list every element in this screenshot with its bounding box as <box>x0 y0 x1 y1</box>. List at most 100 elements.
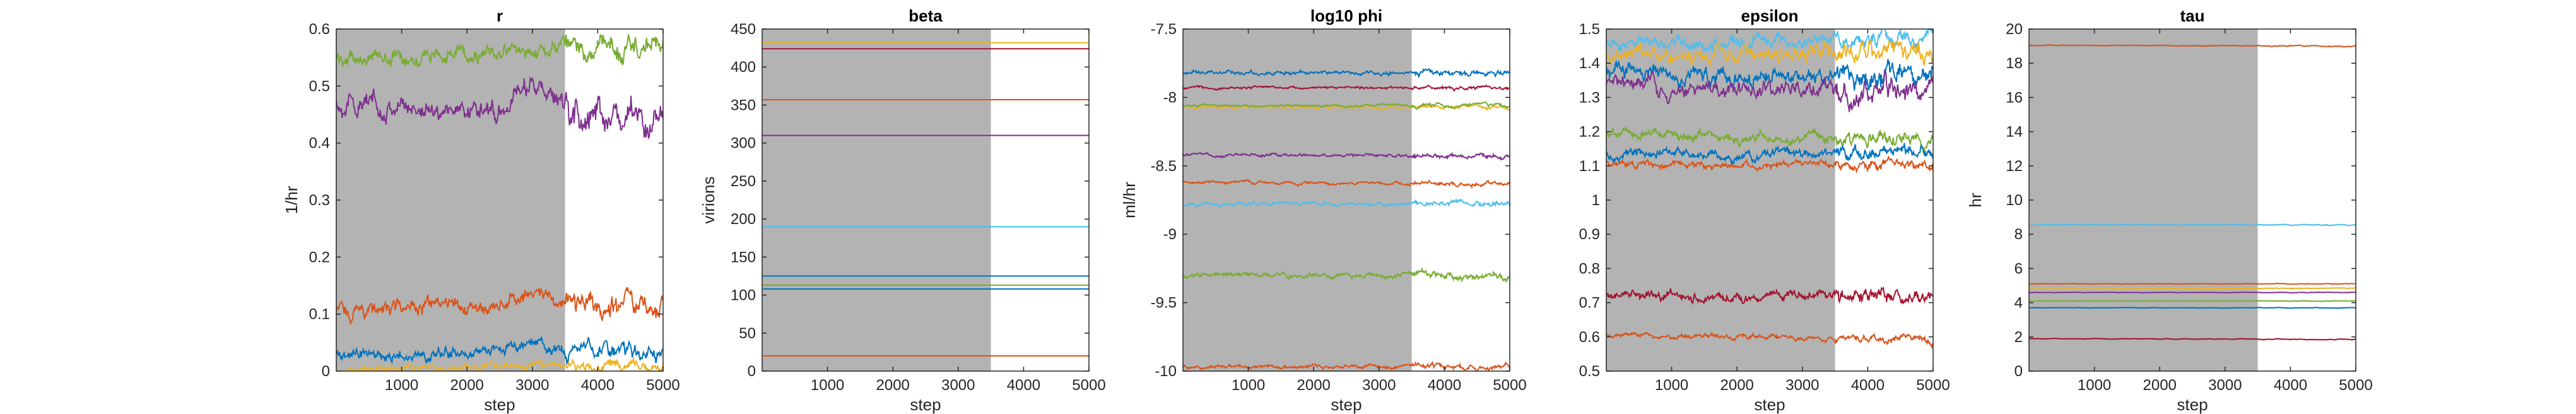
series-line <box>336 33 663 69</box>
y-tick-label: 400 <box>731 59 756 76</box>
y-tick-label: 0.2 <box>309 249 330 266</box>
y-tick-label: -9.5 <box>1151 295 1177 312</box>
y-axis-label: 1/hr <box>282 186 301 214</box>
series-line <box>1183 197 1510 208</box>
y-tick-label: 0.6 <box>309 21 330 38</box>
x-tick-label: 2000 <box>450 377 484 394</box>
x-tick-label: 3000 <box>2208 377 2242 394</box>
y-tick-label: 18 <box>2006 55 2023 72</box>
series-line <box>2029 291 2356 294</box>
y-tick-label: 250 <box>731 173 756 190</box>
x-tick-label: 5000 <box>646 377 679 394</box>
series-line <box>1606 155 1933 174</box>
series-line <box>2029 337 2356 341</box>
series-line <box>1183 266 1510 283</box>
series-line <box>2029 287 2356 290</box>
y-tick-label: 350 <box>731 97 756 114</box>
shaded-region <box>2029 29 2258 371</box>
x-tick-label: 2000 <box>2143 377 2177 394</box>
y-tick-label: 1.2 <box>1579 124 1600 141</box>
chart-panel-2: 1000 2000 3000 4000 5000 0 50 100 150 200 250 300 35… <box>699 6 1106 414</box>
chart-title: log10 phi <box>1310 6 1382 25</box>
y-tick-label: 150 <box>731 249 756 266</box>
y-tick-label: 0.9 <box>1579 226 1600 243</box>
chart-panel-5: 1000 2000 3000 4000 5000 0 2 4 6 8 10 12 14 16 18 20 tau… <box>1966 6 2373 414</box>
y-axis-label: ml/hr <box>1120 182 1139 218</box>
x-tick-label: 2000 <box>1297 377 1331 394</box>
x-tick-label: 4000 <box>1428 377 1461 394</box>
y-tick-label: 1.4 <box>1579 55 1600 72</box>
y-tick-label: 1 <box>1592 192 1600 209</box>
x-tick-label: 3000 <box>515 377 549 394</box>
series-line <box>1183 151 1510 161</box>
y-tick-label: 0.6 <box>1579 329 1600 346</box>
x-tick-label: 4000 <box>1007 377 1040 394</box>
y-tick-label: -8.5 <box>1151 158 1177 175</box>
y-tick-label: 2 <box>2014 329 2023 346</box>
chart-panel-1: 1000 2000 3000 4000 5000 0 0.1 0.2 0.3 0.4 0.5 0.6 r… <box>282 6 680 414</box>
y-tick-label: -10 <box>1155 363 1177 380</box>
series-line <box>336 76 663 140</box>
series-line <box>1183 101 1510 110</box>
y-tick-label: 100 <box>731 287 756 304</box>
y-tick-label: 20 <box>2006 21 2023 38</box>
y-tick-label: -8 <box>1163 89 1177 106</box>
series-line <box>1183 68 1510 79</box>
x-tick-label: 4000 <box>1851 377 1885 394</box>
series-line <box>2029 306 2356 309</box>
x-axis-label: step <box>484 395 515 414</box>
x-tick-label: 4000 <box>581 377 615 394</box>
y-tick-label: 0.1 <box>309 306 330 323</box>
axes-box <box>1182 28 1510 372</box>
x-tick-label: 2000 <box>876 377 910 394</box>
series-line <box>1606 286 1933 305</box>
series-line <box>1183 179 1510 189</box>
chart-title: epsilon <box>1741 6 1798 25</box>
series-line <box>2029 282 2356 285</box>
y-tick-label: 0 <box>748 363 756 380</box>
x-tick-label: 1000 <box>1232 377 1265 394</box>
y-tick-label: 0 <box>322 363 330 380</box>
x-tick-label: 3000 <box>941 377 975 394</box>
y-tick-label: 10 <box>2006 192 2023 209</box>
y-tick-label: 0.8 <box>1579 260 1600 277</box>
y-tick-label: 1.5 <box>1579 21 1600 38</box>
y-tick-label: 1.3 <box>1579 89 1600 106</box>
y-tick-label: 300 <box>731 135 756 152</box>
x-tick-label: 1000 <box>385 377 418 394</box>
y-tick-label: 50 <box>739 325 756 342</box>
x-axis-label: step <box>910 395 941 414</box>
series-line <box>1606 29 1933 53</box>
y-tick-label: 0.5 <box>1579 363 1600 380</box>
series-line <box>1606 126 1933 155</box>
shaded-region <box>762 29 991 371</box>
x-axis-label: step <box>1331 395 1362 414</box>
y-tick-label: 1.1 <box>1579 158 1600 175</box>
series-line <box>336 287 663 326</box>
series-line <box>1606 331 1933 350</box>
shaded-region <box>1183 29 1412 371</box>
y-tick-label: 0.4 <box>309 135 330 152</box>
series-group <box>2029 44 2356 341</box>
y-axis-label: hr <box>1966 192 1985 207</box>
series-line <box>1606 39 1933 67</box>
x-tick-label: 1000 <box>1655 377 1688 394</box>
x-tick-label: 3000 <box>1362 377 1396 394</box>
series-group <box>1606 29 1933 350</box>
chart-title: r <box>497 6 503 25</box>
series-group <box>336 33 663 371</box>
series-line <box>1606 143 1933 165</box>
y-tick-label: -9 <box>1163 226 1177 243</box>
chart-panel-4: 1000 2000 3000 4000 5000 0.5 0.6 0.7 0.8 0.9 1 1.1 1… <box>1579 6 1950 414</box>
y-tick-label: 6 <box>2014 260 2023 277</box>
y-tick-label: 0.5 <box>309 78 330 95</box>
x-tick-label: 5000 <box>1916 377 1950 394</box>
x-tick-label: 2000 <box>1720 377 1754 394</box>
chart-title: tau <box>2180 6 2205 25</box>
y-tick-label: -7.5 <box>1151 21 1177 38</box>
chart-title: beta <box>909 6 943 25</box>
x-tick-label: 5000 <box>1072 377 1105 394</box>
y-tick-label: 4 <box>2014 295 2023 312</box>
series-line <box>1183 84 1510 92</box>
y-tick-label: 0.3 <box>309 192 330 209</box>
